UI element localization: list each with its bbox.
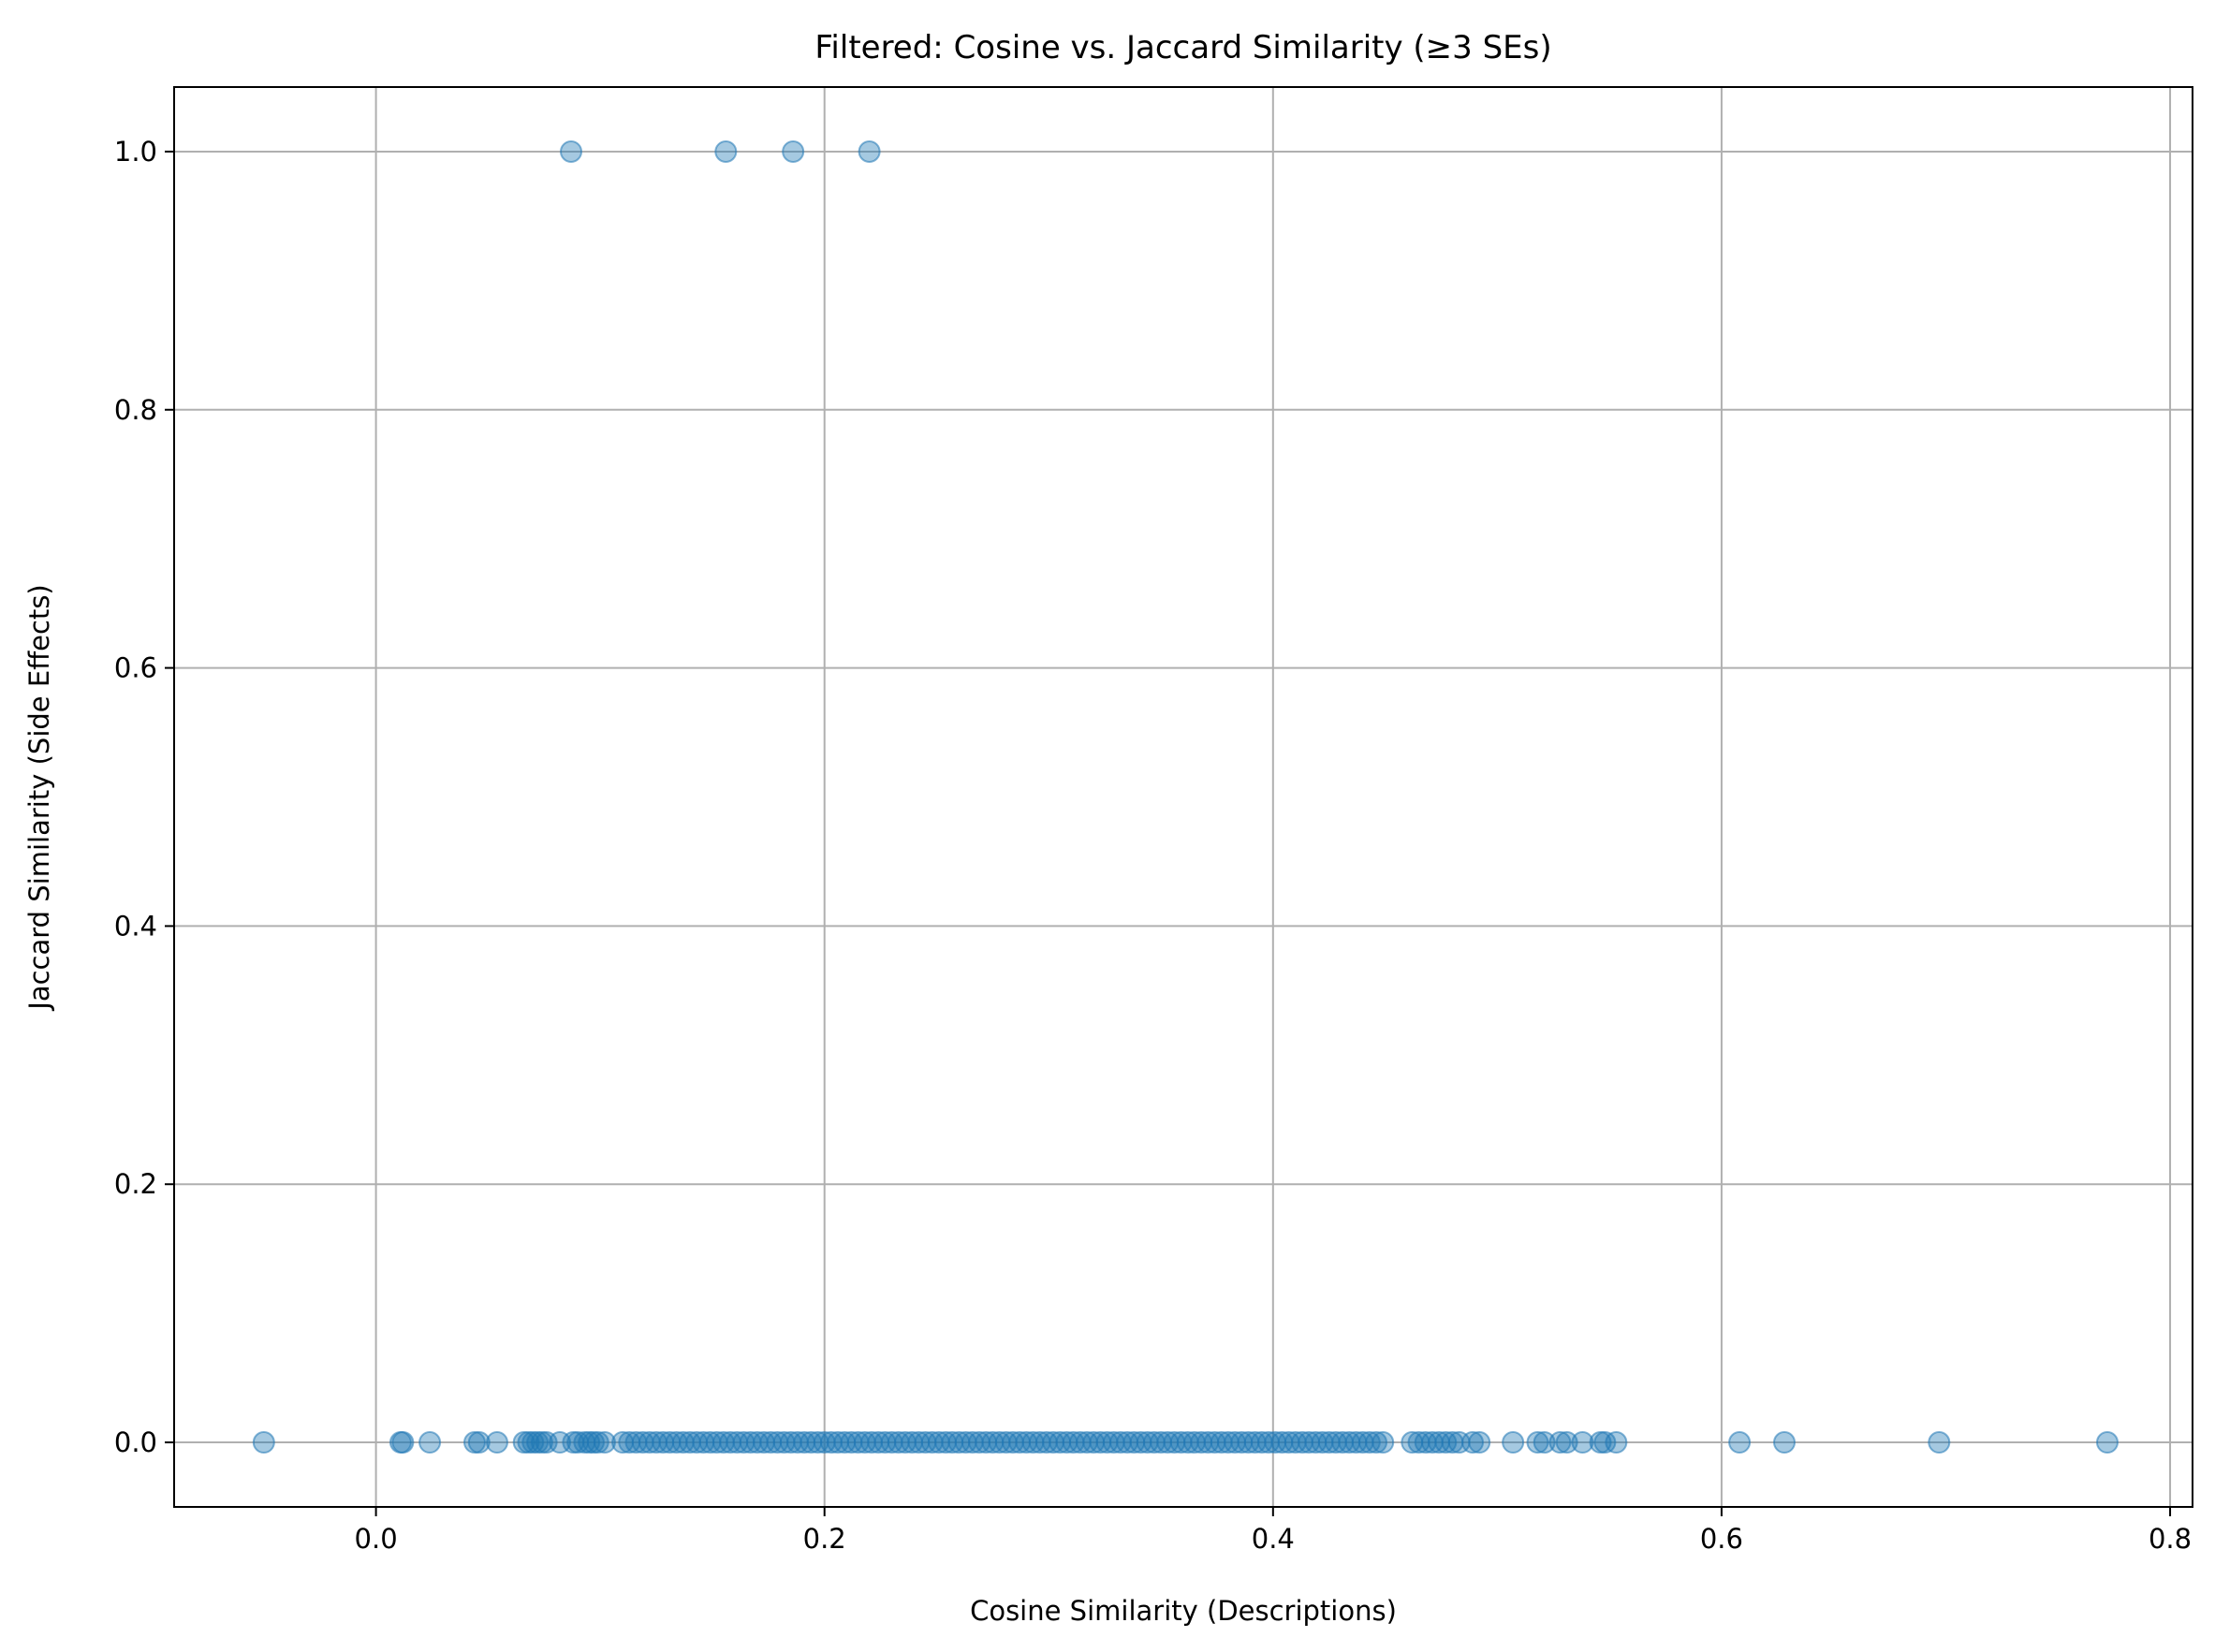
scatter-point	[593, 1431, 616, 1455]
scatter-point	[1461, 1431, 1485, 1455]
x-tick-label: 0.6	[1700, 1523, 1743, 1555]
y-axis-label: Jaccard Similarity (Side Effects)	[23, 584, 55, 1011]
x-tick-label: 0.0	[355, 1523, 398, 1555]
y-tick-label: 0.4	[114, 910, 157, 942]
scatter-point	[1571, 1431, 1594, 1455]
scatter-point	[1548, 1431, 1572, 1455]
scatter-point	[714, 139, 738, 163]
scatter-point	[1533, 1431, 1556, 1455]
scatter-point	[467, 1431, 491, 1455]
y-tick-label: 0.6	[114, 652, 157, 684]
scatter-point	[1773, 1431, 1797, 1455]
axis-ticks: 0.0 0.2 0.4 0.6 0.8 0.0 0.2 0.4 0.6 0.8 1.0	[114, 136, 2192, 1555]
y-tick-label: 0.8	[114, 394, 157, 426]
scatter-point	[1555, 1431, 1578, 1455]
y-tick-label: 0.0	[114, 1426, 157, 1458]
scatter-point	[1526, 1431, 1549, 1455]
scatter-point	[1502, 1431, 1525, 1455]
x-tick-label: 0.2	[803, 1523, 846, 1555]
x-tick-label: 0.4	[1252, 1523, 1295, 1555]
scatter-point	[1468, 1431, 1491, 1455]
y-tick-label: 1.0	[114, 136, 157, 168]
scatter-point	[391, 1431, 415, 1455]
scatter-point	[485, 1431, 508, 1455]
scatter-point	[1372, 1431, 1395, 1455]
scatter-point	[1728, 1431, 1752, 1455]
x-tick-label: 0.8	[2149, 1523, 2192, 1555]
scatter-point	[1928, 1431, 1951, 1455]
scatter-point	[1365, 1431, 1388, 1455]
scatter-point	[418, 1431, 442, 1455]
scatter-point	[252, 1431, 275, 1455]
scatter-points	[252, 139, 2119, 1455]
scatter-point	[586, 1431, 609, 1455]
scatter-point	[1605, 1431, 1628, 1455]
plot-frame	[173, 86, 2193, 1508]
chart-title: Filtered: Cosine vs. Jaccard Similarity …	[814, 29, 1551, 66]
scatter-point	[782, 139, 805, 163]
scatter-point	[2095, 1431, 2119, 1455]
y-tick-label: 0.2	[114, 1168, 157, 1200]
grid-lines	[174, 87, 2193, 1507]
scatter-point	[560, 139, 583, 163]
x-axis-label: Cosine Similarity (Descriptions)	[970, 1595, 1397, 1627]
scatter-point	[858, 139, 881, 163]
